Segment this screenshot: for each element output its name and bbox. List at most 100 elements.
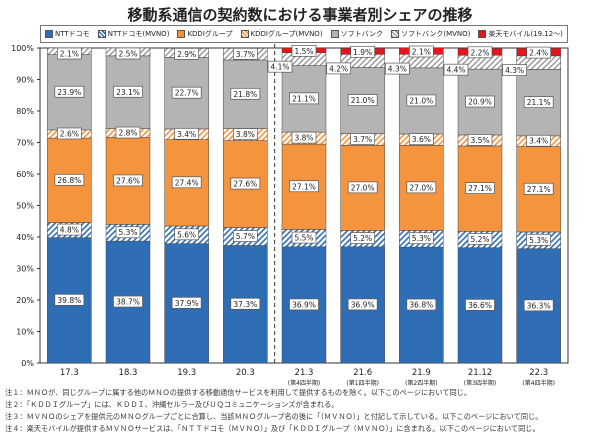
data-label: 21.8% xyxy=(233,90,257,99)
data-label: 27.6% xyxy=(116,176,140,185)
x-tick-label: 21.12 xyxy=(468,368,492,378)
data-label-box xyxy=(443,63,469,76)
data-label-box xyxy=(526,46,552,59)
data-label-box xyxy=(406,94,437,107)
data-label-box xyxy=(232,47,258,60)
y-tick-label: 30% xyxy=(16,265,34,274)
data-label-box xyxy=(408,45,434,58)
data-label: 27.0% xyxy=(409,183,433,192)
legend-swatch xyxy=(97,30,106,38)
data-label: 21.1% xyxy=(527,98,551,107)
data-label-box xyxy=(347,181,378,194)
data-label-box xyxy=(523,182,554,195)
data-label: 2.2% xyxy=(470,48,489,57)
data-label-box xyxy=(408,133,434,146)
data-label-box xyxy=(350,45,376,58)
data-label-box xyxy=(289,92,319,105)
data-label-box xyxy=(267,60,293,73)
data-label: 39.8% xyxy=(57,296,81,305)
data-label: 4.2% xyxy=(329,64,348,73)
data-label: 38.7% xyxy=(116,298,140,307)
data-label-box xyxy=(56,223,82,236)
data-label: 2.5% xyxy=(118,50,137,59)
data-label-box xyxy=(56,127,82,140)
data-label: 26.8% xyxy=(57,176,81,185)
data-label-box xyxy=(113,295,143,308)
data-label: 4.3% xyxy=(505,66,524,75)
data-label-box xyxy=(467,233,493,245)
legend-item: KDDIグループ xyxy=(177,29,232,39)
data-label-box xyxy=(174,47,200,60)
data-label-box xyxy=(526,134,552,147)
data-label-box xyxy=(467,134,493,146)
data-label: 5.5% xyxy=(294,234,313,243)
y-tick-label: 50% xyxy=(16,202,34,211)
x-tick-label: 21.9 xyxy=(412,368,431,378)
data-label-box xyxy=(232,128,258,140)
y-tick-label: 80% xyxy=(16,107,34,116)
data-label-box xyxy=(289,298,319,311)
data-label: 36.8% xyxy=(409,301,433,310)
data-label: 1.9% xyxy=(353,48,372,57)
x-tick-label: 21.6 xyxy=(353,368,372,378)
data-label-box xyxy=(230,177,261,190)
data-label: 37.9% xyxy=(175,299,199,308)
data-label-box xyxy=(291,45,317,57)
legend-label: KDDIグループ xyxy=(187,30,233,38)
data-label-box xyxy=(171,176,202,189)
data-label: 5.3% xyxy=(412,234,431,243)
data-label-box xyxy=(113,174,143,187)
x-tick-label: 17.3 xyxy=(60,368,79,378)
footnotes: 注１：ＭＮＯが、同じグループに属する他のＭＮＯの提供する移動通信サービスを利用し… xyxy=(5,387,542,435)
data-label-box xyxy=(174,127,200,140)
data-label: 36.9% xyxy=(351,300,375,309)
data-label: 1.5% xyxy=(294,47,313,56)
legend-item: ソフトバンク(MVNO) xyxy=(390,29,470,39)
data-label-box xyxy=(291,231,317,244)
data-label: 27.4% xyxy=(175,178,199,187)
data-label: 3.8% xyxy=(236,130,255,139)
data-label: 4.3% xyxy=(388,65,407,74)
data-label: 36.9% xyxy=(292,300,316,309)
data-label: 23.9% xyxy=(57,88,81,97)
data-label-box xyxy=(54,85,85,98)
data-label: 5.6% xyxy=(177,230,196,239)
data-label: 21.0% xyxy=(409,96,433,105)
data-label: 27.1% xyxy=(468,184,492,193)
legend-item: NTTドコモ(MVNO) xyxy=(97,29,170,39)
footnote: 注３：ＭＶＮＯのシェアを提供元のＭＮＯグループごとに合算し、当該ＭＮＯグループ名… xyxy=(5,412,543,421)
y-tick-label: 60% xyxy=(16,170,34,179)
data-label: 2.6% xyxy=(60,129,79,138)
x-tick-label: 21.3 xyxy=(295,368,314,378)
data-label-box xyxy=(174,228,200,241)
data-label-box xyxy=(326,62,352,75)
x-sub-label: (第2四半期) xyxy=(405,379,438,387)
data-label-box xyxy=(230,87,261,100)
data-label: 20.9% xyxy=(468,98,492,107)
data-label: 37.3% xyxy=(233,300,257,309)
data-label: 27.1% xyxy=(292,182,316,191)
data-label: 3.7% xyxy=(353,135,372,144)
data-label-box xyxy=(230,297,261,310)
data-label: 3.7% xyxy=(236,50,255,59)
x-tick-label: 20.3 xyxy=(236,368,255,378)
data-label: 2.1% xyxy=(412,47,431,56)
x-sub-label: (第4四半期) xyxy=(522,379,555,387)
data-label-box xyxy=(408,232,434,245)
legend-label: KDDIグループ(MVNO) xyxy=(250,30,323,38)
data-label-box xyxy=(115,47,141,60)
legend-label: NTTドコモ(MVNO) xyxy=(107,30,170,38)
data-label: 4.4% xyxy=(446,66,465,75)
data-label-box xyxy=(467,46,493,59)
data-label: 5.3% xyxy=(529,236,548,245)
data-label-box xyxy=(291,131,317,144)
stacked-bar-chart: 0% 10% 20% 30% 40% 50% 60% 70% 80% 90% 100% 39.8% 4.… xyxy=(11,44,569,387)
data-label: 27.0% xyxy=(351,183,375,192)
legend-swatch xyxy=(330,30,339,38)
data-label-box xyxy=(523,299,554,312)
data-label-box xyxy=(56,47,82,60)
data-label-box xyxy=(384,62,410,75)
x-sub-label: (第4四半期) xyxy=(288,379,321,387)
legend-swatch xyxy=(478,30,487,38)
legend: NTTドコモ NTTドコモ(MVNO) KDDIグループ KDDIグループ(MVNO)… xyxy=(40,25,568,43)
